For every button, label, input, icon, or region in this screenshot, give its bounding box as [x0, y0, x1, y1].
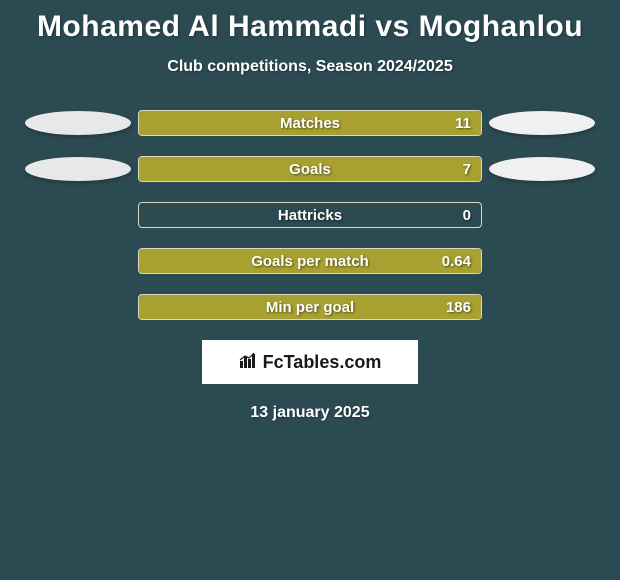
- stat-row-goals: Goals 7: [0, 156, 620, 182]
- bar-fill: [139, 111, 481, 135]
- left-badge: [25, 157, 131, 181]
- stat-row-matches: Matches 11: [0, 110, 620, 136]
- stat-row-hattricks: Hattricks 0: [0, 202, 620, 228]
- brand-text: FcTables.com: [263, 352, 382, 373]
- right-badge: [489, 111, 595, 135]
- right-cell: [482, 157, 602, 181]
- bar-fill: [139, 295, 481, 319]
- date-text: 13 january 2025: [0, 404, 620, 422]
- left-cell: [18, 203, 138, 227]
- left-cell: [18, 111, 138, 135]
- left-cell: [18, 295, 138, 319]
- stat-bar: Goals 7: [138, 156, 482, 182]
- stat-row-goals-per-match: Goals per match 0.64: [0, 248, 620, 274]
- stat-bar: Goals per match 0.64: [138, 248, 482, 274]
- left-badge: [25, 111, 131, 135]
- stat-bar: Min per goal 186: [138, 294, 482, 320]
- right-cell: [482, 111, 602, 135]
- stats-section: Matches 11 Goals 7: [0, 110, 620, 320]
- right-cell: [482, 249, 602, 273]
- right-badge: [489, 157, 595, 181]
- stat-bar: Matches 11: [138, 110, 482, 136]
- comparison-card: Mohamed Al Hammadi vs Moghanlou Club com…: [0, 0, 620, 580]
- left-cell: [18, 249, 138, 273]
- stat-value: 0: [463, 203, 471, 227]
- stat-label: Hattricks: [139, 203, 481, 227]
- stat-bar: Hattricks 0: [138, 202, 482, 228]
- bar-chart-icon: [239, 351, 259, 374]
- subtitle: Club competitions, Season 2024/2025: [0, 58, 620, 76]
- right-cell: [482, 203, 602, 227]
- stat-row-min-per-goal: Min per goal 186: [0, 294, 620, 320]
- bar-fill: [139, 249, 481, 273]
- page-title: Mohamed Al Hammadi vs Moghanlou: [0, 0, 620, 44]
- brand-logo[interactable]: FcTables.com: [202, 340, 418, 384]
- bar-fill: [139, 157, 481, 181]
- right-cell: [482, 295, 602, 319]
- left-cell: [18, 157, 138, 181]
